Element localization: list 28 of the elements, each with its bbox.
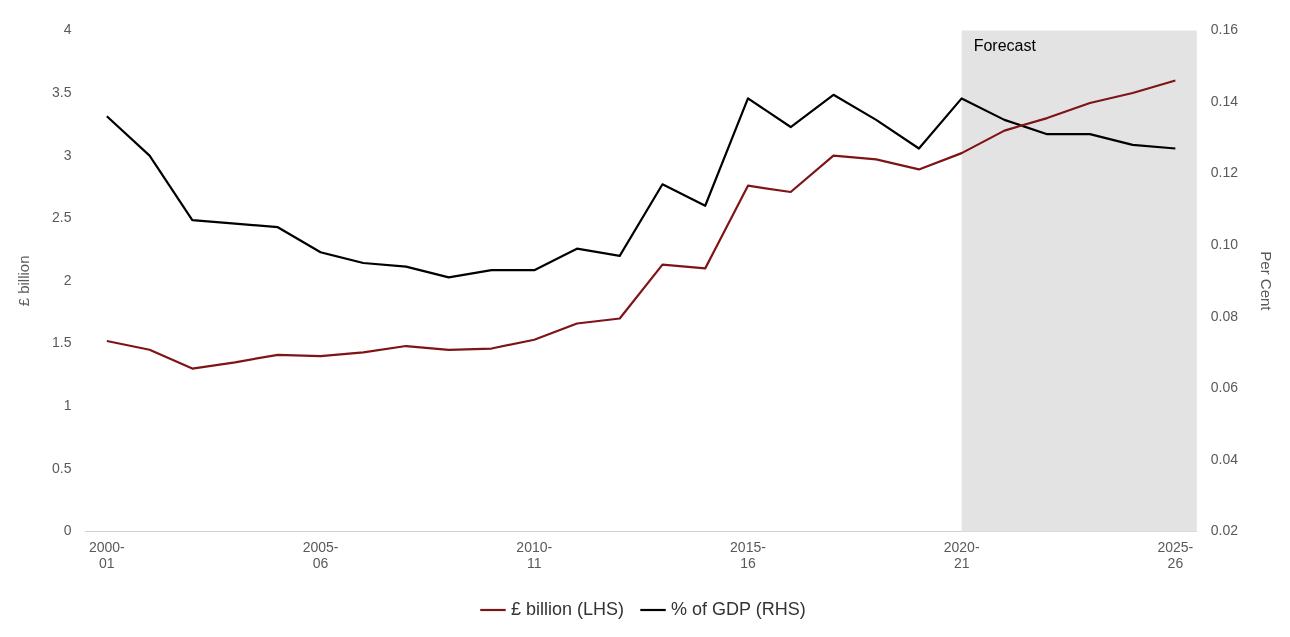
x-tick-label: 2025-26 [1157, 538, 1194, 572]
y2-tick-label: 0.08 [1210, 307, 1239, 324]
x-tick-label: 2000-01 [88, 538, 126, 572]
y-tick-label: 0 [63, 522, 72, 539]
y2-tick-label: 0.12 [1210, 164, 1239, 181]
y-tick-label: 3.5 [51, 83, 72, 100]
x-tick-label: 2010-11 [516, 538, 553, 572]
y2-tick-label: 0.16 [1210, 21, 1239, 38]
y-tick-label: 3 [63, 146, 72, 163]
band-label: Forecast [973, 36, 1037, 54]
y-tick-label: 0.5 [51, 459, 72, 476]
x-tick-label: 2005-06 [302, 538, 339, 572]
y2-axis-title: Per Cent [1257, 251, 1275, 312]
x-tick-label: 2020-21 [943, 538, 980, 572]
legend-label: % of GDP (RHS) [671, 598, 806, 619]
y-tick-label: 1 [63, 397, 72, 414]
y-tick-label: 2 [63, 271, 72, 288]
y2-tick-label: 0.04 [1210, 450, 1239, 467]
y2-tick-label: 0.02 [1210, 522, 1239, 539]
y2-tick-label: 0.14 [1210, 92, 1239, 109]
y2-tick-label: 0.10 [1210, 235, 1239, 252]
y-tick-label: 2.5 [51, 209, 72, 226]
y-axis-title: £ billion [15, 255, 33, 307]
legend-label: £ billion (LHS) [510, 598, 625, 619]
x-tick-label: 2015-16 [730, 538, 767, 572]
y-tick-label: 1.5 [51, 334, 72, 351]
y2-tick-label: 0.06 [1210, 379, 1239, 396]
y-tick-label: 4 [63, 21, 72, 38]
